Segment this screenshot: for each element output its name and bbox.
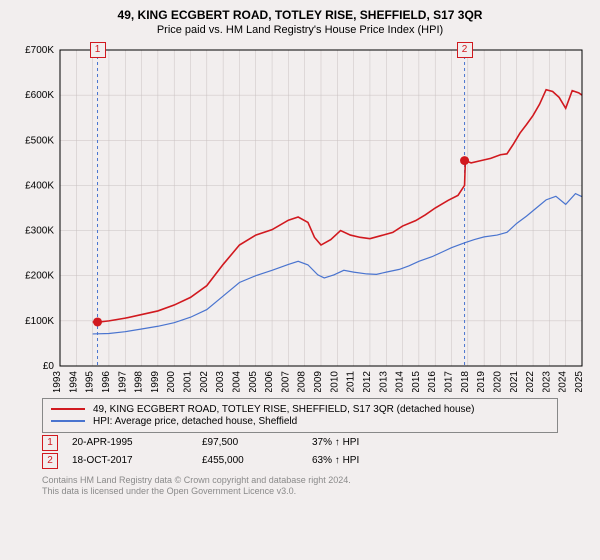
chart-marker-badge: 2 — [457, 42, 473, 58]
price-chart: £0 £100K £200K £300K £400K £500K £600K £700K 199… — [12, 42, 588, 392]
legend-swatch — [51, 408, 85, 410]
svg-text:2001: 2001 — [183, 370, 194, 391]
svg-text:2000: 2000 — [166, 370, 177, 391]
svg-text:2021: 2021 — [509, 370, 520, 391]
svg-text:2015: 2015 — [411, 370, 422, 391]
svg-text:2006: 2006 — [264, 370, 275, 391]
svg-text:£500K: £500K — [25, 135, 54, 146]
footer-line-1: Contains HM Land Registry data © Crown c… — [42, 475, 558, 487]
svg-text:£200K: £200K — [25, 270, 54, 281]
svg-text:1997: 1997 — [117, 370, 128, 391]
legend-label: 49, KING ECGBERT ROAD, TOTLEY RISE, SHEF… — [93, 404, 474, 415]
svg-text:2016: 2016 — [427, 370, 438, 391]
legend-item: HPI: Average price, detached house, Shef… — [51, 416, 549, 427]
svg-text:2017: 2017 — [444, 370, 455, 391]
sale-row: 1 20-APR-1995£97,50037% ↑ HPI — [42, 435, 558, 451]
svg-text:1995: 1995 — [85, 370, 96, 391]
svg-text:2010: 2010 — [329, 370, 340, 391]
sale-delta: 37% ↑ HPI — [312, 437, 359, 448]
footer-line-2: This data is licensed under the Open Gov… — [42, 486, 558, 498]
page-title: 49, KING ECGBERT ROAD, TOTLEY RISE, SHEF… — [12, 8, 588, 24]
svg-text:2009: 2009 — [313, 370, 324, 391]
svg-text:2020: 2020 — [492, 370, 503, 391]
svg-text:2025: 2025 — [574, 370, 585, 391]
svg-text:1996: 1996 — [101, 370, 112, 391]
svg-text:2024: 2024 — [558, 370, 569, 391]
sale-date: 18-OCT-2017 — [72, 455, 202, 466]
svg-text:2002: 2002 — [199, 370, 210, 391]
svg-text:2008: 2008 — [297, 370, 308, 391]
sale-row: 2 18-OCT-2017£455,00063% ↑ HPI — [42, 453, 558, 469]
page-subtitle: Price paid vs. HM Land Registry's House … — [12, 24, 588, 36]
footer: Contains HM Land Registry data © Crown c… — [42, 475, 558, 498]
svg-text:2013: 2013 — [378, 370, 389, 391]
svg-text:2022: 2022 — [525, 370, 536, 391]
svg-text:£100K: £100K — [25, 315, 54, 326]
svg-text:2012: 2012 — [362, 370, 373, 391]
svg-text:2023: 2023 — [541, 370, 552, 391]
legend-label: HPI: Average price, detached house, Shef… — [93, 416, 297, 427]
svg-text:1993: 1993 — [52, 370, 63, 391]
svg-text:£700K: £700K — [25, 45, 54, 56]
sales-list: 1 20-APR-1995£97,50037% ↑ HPI 2 18-OCT-2017… — [12, 435, 588, 469]
legend-swatch — [51, 420, 85, 422]
legend: 49, KING ECGBERT ROAD, TOTLEY RISE, SHEF… — [42, 398, 558, 433]
svg-text:2019: 2019 — [476, 370, 487, 391]
sale-badge: 1 — [42, 435, 58, 451]
svg-text:2004: 2004 — [231, 370, 242, 391]
svg-text:2011: 2011 — [346, 370, 357, 391]
svg-text:1998: 1998 — [134, 370, 145, 391]
svg-text:2018: 2018 — [460, 370, 471, 391]
svg-text:2003: 2003 — [215, 370, 226, 391]
svg-text:£0: £0 — [43, 361, 55, 372]
svg-text:£600K: £600K — [25, 90, 54, 101]
svg-text:2007: 2007 — [280, 370, 291, 391]
sale-price: £455,000 — [202, 455, 312, 466]
svg-text:2014: 2014 — [395, 370, 406, 391]
chart-marker-badge: 1 — [90, 42, 106, 58]
sale-price: £97,500 — [202, 437, 312, 448]
svg-text:£300K: £300K — [25, 225, 54, 236]
sale-badge: 2 — [42, 453, 58, 469]
svg-text:£400K: £400K — [25, 180, 54, 191]
sale-date: 20-APR-1995 — [72, 437, 202, 448]
sale-delta: 63% ↑ HPI — [312, 455, 359, 466]
svg-text:1994: 1994 — [68, 370, 79, 391]
legend-item: 49, KING ECGBERT ROAD, TOTLEY RISE, SHEF… — [51, 404, 549, 415]
svg-text:2005: 2005 — [248, 370, 259, 391]
svg-text:1999: 1999 — [150, 370, 161, 391]
